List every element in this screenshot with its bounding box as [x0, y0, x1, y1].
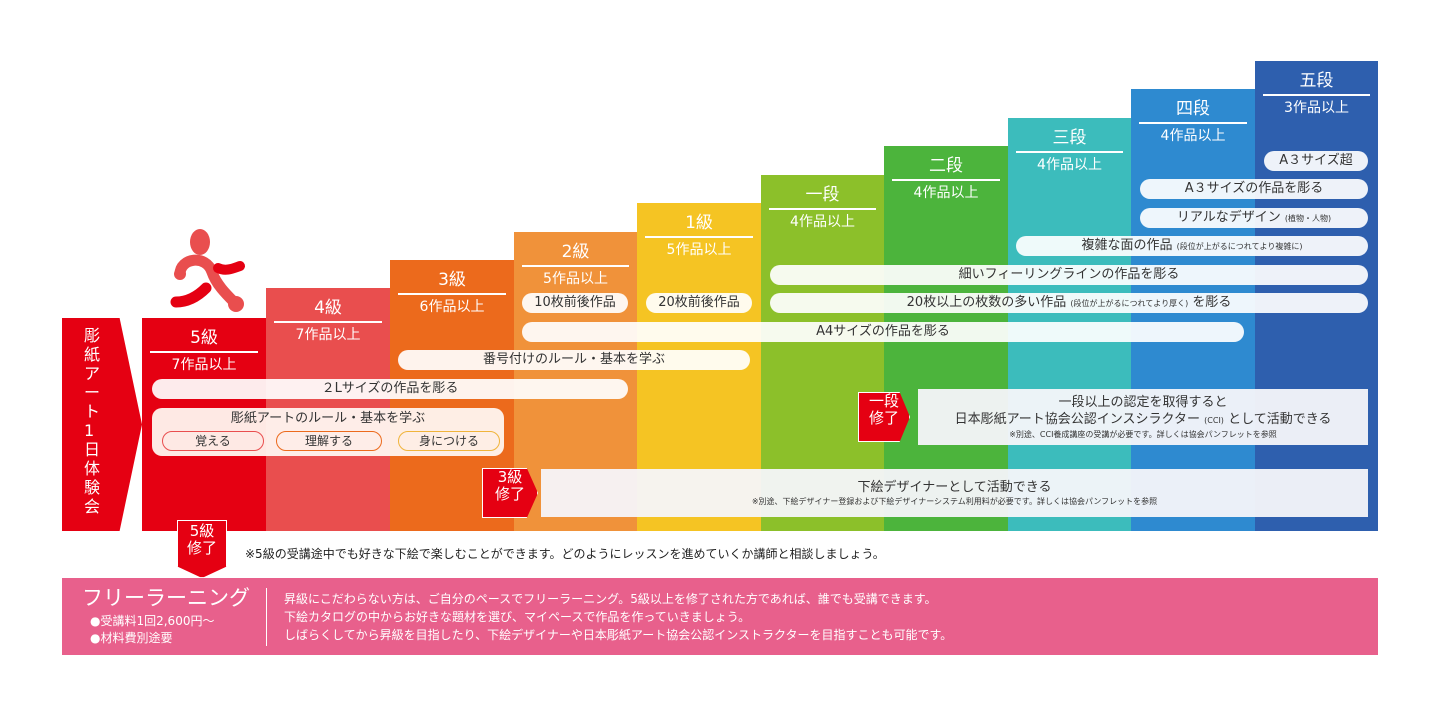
- pill-text: 20枚以上の枚数の多い作品: [906, 295, 1067, 310]
- pill-numbering: 番号付けのルール・基本を学ぶ: [398, 350, 750, 370]
- designer-line1: 下絵デザイナーとして活動できる: [857, 480, 1052, 495]
- instructor-line2: 日本彫紙アート協会公認インスシラクター (CCI) として活動できる: [918, 411, 1368, 429]
- trial-lesson-arrow: 彫紙アート1日体験会: [62, 318, 142, 531]
- desc-line-3: しばらくしてから昇級を目指したり、下絵デザイナーや日本彫紙アート協会公認インスト…: [284, 628, 953, 642]
- instructor-suffix: として活動できる: [1228, 412, 1332, 427]
- instructor-title: 日本彫紙アート協会公認インスシラクター: [954, 412, 1201, 427]
- pill-a4-carve: A4サイズの作品を彫る: [522, 322, 1244, 342]
- level-label: 2級: [561, 242, 590, 262]
- level-label: 四段: [1176, 99, 1210, 119]
- desc-line-1: 昇級にこだわらない方は、ご自分のペースでフリーラーニング。5級以上を修了された方…: [284, 592, 937, 606]
- level-label: 4級: [314, 298, 342, 318]
- level-label: 五段: [1299, 71, 1334, 91]
- level-label: 5級: [190, 328, 218, 348]
- level-label: 1級: [685, 213, 713, 233]
- requirement-label: 7作品以上: [171, 357, 237, 373]
- pill-understand: 理解する: [276, 431, 382, 451]
- pill-a3-carve: A３サイズの作品を彫る: [1140, 179, 1368, 199]
- basics-title: 彫紙アートのルール・基本を学ぶ: [230, 411, 426, 426]
- pill-2l-carve: ２Lサイズの作品を彫る: [152, 379, 628, 399]
- requirement-label: 5作品以上: [543, 271, 608, 287]
- divider: [266, 588, 267, 646]
- dan1-complete-badge: 一段 修了: [858, 392, 910, 442]
- instructor-cci: (CCI): [1204, 416, 1224, 425]
- level-label: 一段: [805, 185, 840, 205]
- designer-box: 下絵デザイナーとして活動できる ※別途、下絵デザイナー登録および下絵デザイナーシ…: [541, 469, 1368, 517]
- pill-text: 複雑な面の作品: [1081, 238, 1173, 253]
- kyu3-complete-badge: 3級 修了: [482, 468, 538, 518]
- requirement-label: 5作品以上: [666, 242, 732, 258]
- pill-text: リアルなデザイン: [1176, 210, 1281, 225]
- trial-lesson-label: 彫紙アート1日体験会: [84, 326, 101, 516]
- pill-feeling-line: 細いフィーリングラインの作品を彫る: [770, 265, 1368, 285]
- pill-note: (植物・人物): [1284, 214, 1332, 223]
- kyu5-complete-badge: 5級 修了: [177, 520, 227, 578]
- requirement-label: 6作品以上: [419, 299, 485, 315]
- requirement-label: 7作品以上: [295, 327, 361, 343]
- free-learning-desc: 昇級にこだわらない方は、ご自分のペースでフリーラーニング。5級以上を修了された方…: [284, 590, 952, 644]
- instructor-line1: 一段以上の認定を取得すると: [1058, 395, 1228, 410]
- level-label: 三段: [1052, 128, 1087, 148]
- free-learning-banner: フリーラーニング ●受講料1回2,600円〜 ●材料費別途要 昇級にこだわらない…: [62, 578, 1378, 655]
- free-learning-title: フリーラーニング: [82, 586, 250, 610]
- basics-box: 彫紙アートのルール・基本を学ぶ 覚える 理解する 身につける: [152, 408, 504, 456]
- pill-a3-over: A３サイズ超: [1264, 151, 1368, 171]
- desc-line-2: 下絵カタログの中からお好きな題材を選び、マイペースで作品を作っていきましょう。: [284, 610, 751, 624]
- pill-note: (段位が上がるにつれてより厚く): [1070, 299, 1189, 308]
- requirement-label: 4作品以上: [790, 214, 855, 230]
- pill-master: 身につける: [398, 431, 500, 451]
- requirement-label: 4作品以上: [1037, 157, 1102, 173]
- requirement-label: 4作品以上: [913, 185, 979, 201]
- pill-note: (段位が上がるにつれてより複雑に): [1176, 242, 1303, 251]
- requirement-label: 4作品以上: [1160, 128, 1226, 144]
- pill-complex: 複雑な面の作品 (段位が上がるにつれてより複雑に): [1016, 236, 1368, 256]
- pill-suffix: を彫る: [1192, 295, 1232, 310]
- running-person-icon: [170, 229, 245, 312]
- free-learning-fee: ●受講料1回2,600円〜: [90, 614, 215, 628]
- level-label: 二段: [929, 156, 963, 176]
- level-label: 3級: [438, 270, 466, 290]
- pill-twenty-sheets: 20枚前後作品: [646, 293, 752, 313]
- pill-realistic: リアルなデザイン (植物・人物): [1140, 208, 1368, 228]
- kyu5-note: ※5級の受講途中でも好きな下絵で楽しむことができます。どのようにレッスンを進めて…: [245, 547, 885, 561]
- pill-ten-sheets: 10枚前後作品: [522, 293, 628, 313]
- pill-many-sheets: 20枚以上の枚数の多い作品 (段位が上がるにつれてより厚く) を彫る: [770, 293, 1368, 313]
- instructor-note: ※別途、CCI養成講座の受講が必要です。詳しくは協会パンフレットを参照: [1009, 430, 1277, 439]
- pill-memorize: 覚える: [162, 431, 264, 451]
- designer-note: ※別途、下絵デザイナー登録および下絵デザイナーシステム利用料が必要です。詳しくは…: [751, 497, 1158, 506]
- requirement-label: 3作品以上: [1284, 100, 1349, 116]
- free-learning-materials: ●材料費別途要: [90, 631, 173, 645]
- instructor-box: 一段以上の認定を取得すると 日本彫紙アート協会公認インスシラクター (CCI) …: [918, 389, 1368, 445]
